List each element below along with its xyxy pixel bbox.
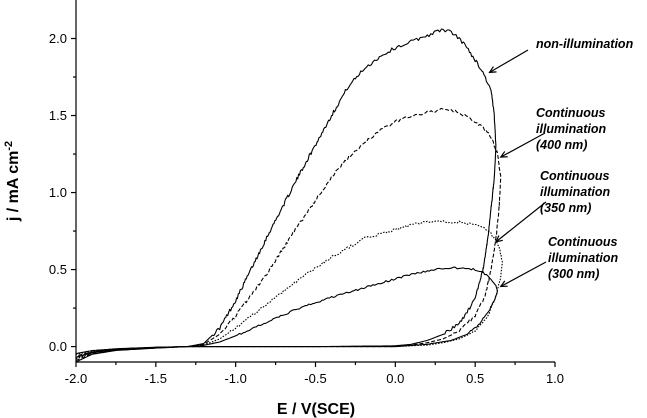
annotation-label: non-illumination	[536, 37, 634, 51]
annotation-arrowhead	[499, 280, 508, 288]
annotation-label: (300 nm)	[548, 267, 599, 281]
x-tick-label: 0.0	[386, 371, 404, 386]
annotation-arrow	[500, 261, 547, 288]
x-tick-label: -2.0	[65, 371, 87, 386]
annotation-label: Continuous	[540, 169, 609, 183]
annotation-label: (350 nm)	[540, 201, 591, 215]
x-tick-label: -0.5	[304, 371, 326, 386]
annotation-arrowhead	[494, 235, 503, 243]
ticks-layer: -2.0 -1.5 -1.0 -0.5 0.0 0.5 1.0 0.0 0.5 1.0 1.5 2.0	[49, 31, 564, 386]
annotation-label: illumination	[548, 251, 619, 265]
annotation-label: Continuous	[548, 235, 617, 249]
y-tick-label: 0.0	[49, 339, 67, 354]
annotation-label: (400 nm)	[536, 138, 587, 152]
annotation-arrowhead	[499, 151, 508, 158]
y-tick-label: 1.5	[49, 108, 67, 123]
series-line-3	[75, 220, 503, 360]
y-tick-label: 2.0	[49, 31, 67, 46]
series-line-2	[75, 107, 502, 362]
x-tick-label: -1.0	[224, 371, 246, 386]
series-line-1	[75, 28, 497, 363]
x-tick-label: 0.5	[466, 371, 484, 386]
annotation-label: illumination	[536, 122, 607, 136]
annotation-label: illumination	[540, 185, 611, 199]
series-layer	[75, 28, 503, 363]
annotation-label: Continuous	[536, 106, 605, 120]
x-tick-label: 1.0	[546, 371, 564, 386]
y-tick-label: 0.5	[49, 262, 67, 277]
y-axis-title-superscript: -2	[3, 141, 15, 151]
annotation-arrow	[495, 201, 547, 243]
y-axis-title-main: j / mA cm	[5, 151, 22, 223]
x-axis-title: E / V(SCE)	[277, 401, 355, 418]
y-axis-title: j / mA cm-2	[3, 141, 22, 222]
y-tick-label: 1.0	[49, 185, 67, 200]
annotation-arrow	[489, 49, 529, 73]
series-line-4	[75, 266, 499, 358]
annotation-arrowhead	[488, 66, 497, 74]
annotation-arrow	[500, 132, 546, 158]
x-tick-label: -1.5	[145, 371, 167, 386]
annotations-layer: non-illumination Continuous illumination (4…	[488, 37, 634, 288]
